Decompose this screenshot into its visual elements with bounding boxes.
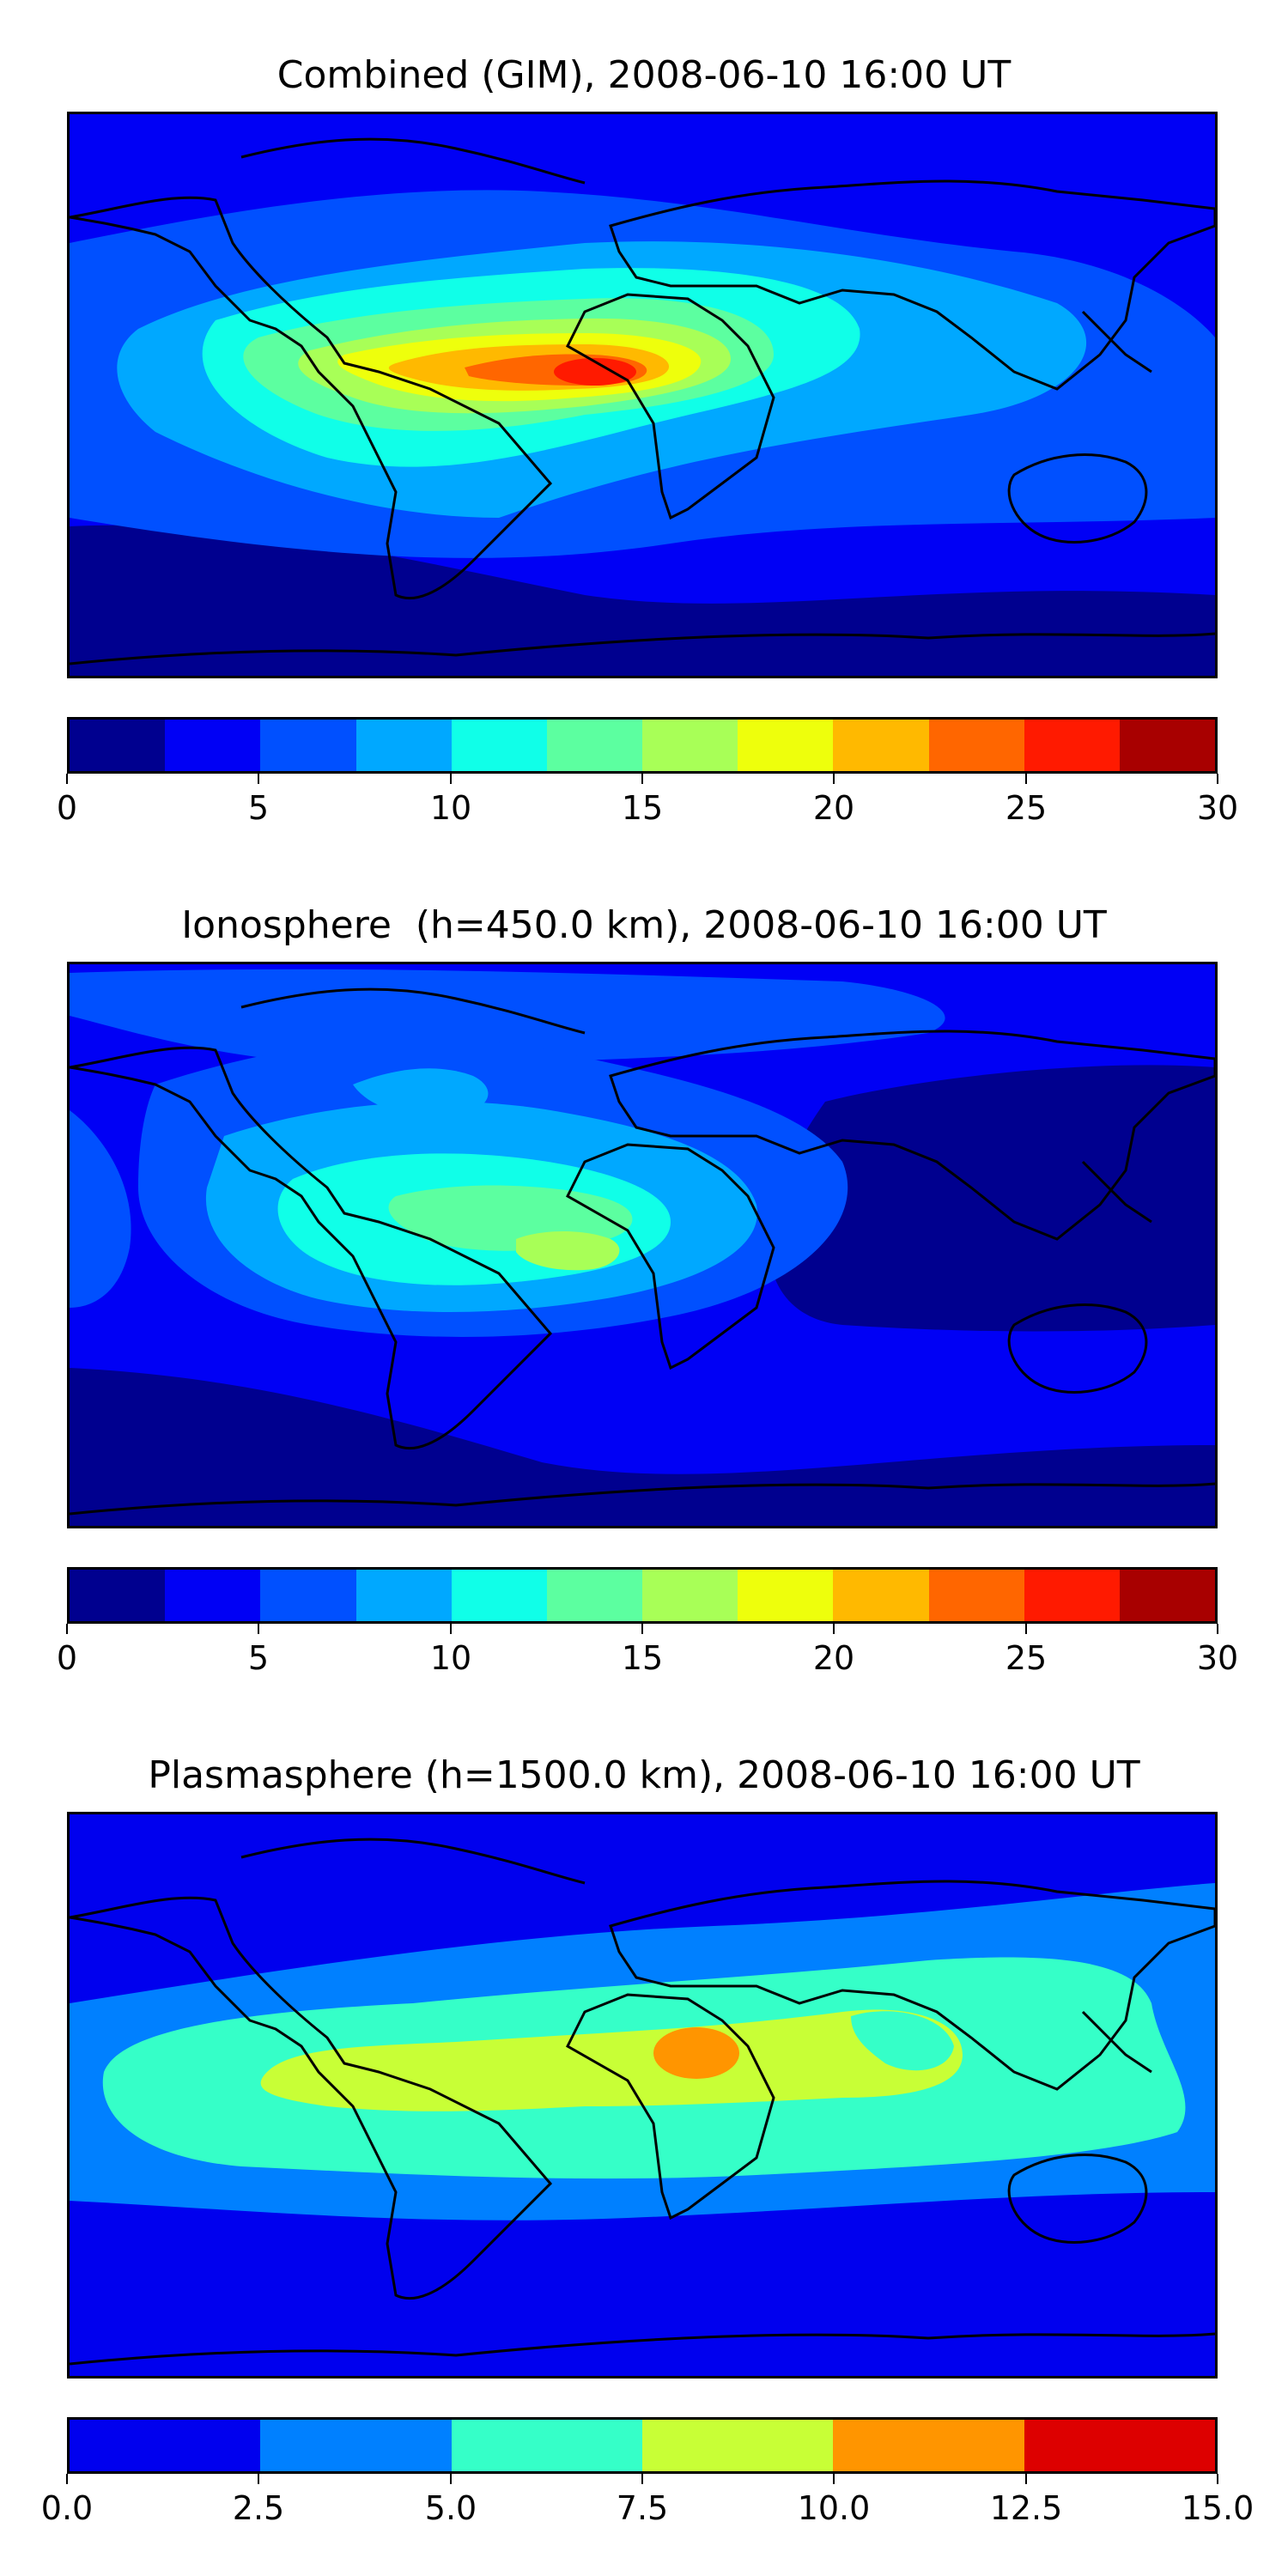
tick-mark bbox=[258, 774, 259, 784]
colorbar-segment bbox=[260, 720, 356, 771]
colorbar-segment bbox=[642, 1570, 738, 1621]
colorbar-ticks: 0 5 10 15 20 25 30 bbox=[57, 774, 1238, 827]
tick-mark bbox=[66, 774, 68, 784]
tick-label: 10.0 bbox=[797, 2489, 871, 2527]
tick-mark bbox=[1025, 774, 1027, 784]
tick-mark bbox=[1025, 1624, 1027, 1634]
colorbar-segment bbox=[260, 1570, 356, 1621]
colorbar-segment bbox=[70, 2420, 261, 2471]
tick-mark bbox=[641, 774, 643, 784]
tick-mark bbox=[1217, 774, 1218, 784]
colorbar-ticks: 0 5 10 15 20 25 30 bbox=[57, 1624, 1238, 1677]
colorbar-segment bbox=[928, 720, 1024, 771]
tick-mark bbox=[1217, 2474, 1218, 2484]
colorbar-segment bbox=[355, 1570, 452, 1621]
colorbar-segment bbox=[738, 720, 834, 771]
tick-mark bbox=[258, 2474, 259, 2484]
tick-label: 5 bbox=[247, 789, 270, 827]
tick-mark bbox=[450, 774, 452, 784]
tick-mark bbox=[258, 1624, 259, 1634]
tick-label: 10 bbox=[429, 1639, 472, 1677]
colorbar-ticks: 0.0 2.5 5.0 7.5 10.0 12.5 15.0 bbox=[41, 2474, 1254, 2527]
tick-label: 15 bbox=[621, 789, 664, 827]
colorbar-segment bbox=[642, 720, 738, 771]
colorbar-segment bbox=[833, 2420, 1024, 2471]
tick-label: 25 bbox=[1005, 789, 1048, 827]
tick-label: 5.0 bbox=[424, 2489, 477, 2527]
tick-mark bbox=[833, 1624, 835, 1634]
colorbar-segment bbox=[70, 720, 166, 771]
panel-title: Ionosphere (h=450.0 km), 2008-06-10 16:0… bbox=[181, 903, 1107, 947]
colorbar-segment bbox=[641, 2420, 834, 2471]
colorbar-ionosphere bbox=[67, 1567, 1218, 1624]
tick-mark bbox=[66, 2474, 68, 2484]
colorbar-segment bbox=[833, 720, 929, 771]
tick-label: 10 bbox=[429, 789, 472, 827]
tick-mark bbox=[1217, 1624, 1218, 1634]
tick-label: 25 bbox=[1005, 1639, 1048, 1677]
colorbar-segment bbox=[1119, 720, 1216, 771]
tick-label: 7.5 bbox=[616, 2489, 669, 2527]
tick-label: 0.0 bbox=[40, 2489, 94, 2527]
colorbar-segment bbox=[355, 720, 452, 771]
colorbar-segment bbox=[1024, 720, 1120, 771]
colorbar-plasmasphere bbox=[67, 2417, 1218, 2474]
colorbar-segment bbox=[1119, 1570, 1216, 1621]
tick-label: 0 bbox=[56, 1639, 78, 1677]
colorbar-segment bbox=[165, 1570, 261, 1621]
colorbar-segment bbox=[1024, 2420, 1215, 2471]
colorbar-segment bbox=[928, 1570, 1024, 1621]
tick-mark bbox=[450, 2474, 452, 2484]
colorbar-segment bbox=[451, 2420, 642, 2471]
colorbar-segment bbox=[833, 1570, 929, 1621]
tick-label: 20 bbox=[812, 1639, 855, 1677]
tick-label: 5 bbox=[247, 1639, 270, 1677]
tick-label: 30 bbox=[1196, 789, 1239, 827]
tick-label: 0 bbox=[56, 789, 78, 827]
colorbar-combined bbox=[67, 717, 1218, 774]
tick-mark bbox=[641, 2474, 643, 2484]
tick-label: 12.5 bbox=[989, 2489, 1063, 2527]
panel-title: Plasmasphere (h=1500.0 km), 2008-06-10 1… bbox=[148, 1753, 1140, 1797]
colorbar-segment bbox=[451, 720, 547, 771]
colorbar-segment bbox=[70, 1570, 166, 1621]
tick-mark bbox=[450, 1624, 452, 1634]
tick-mark bbox=[833, 774, 835, 784]
colorbar-segment bbox=[451, 1570, 547, 1621]
tick-mark bbox=[66, 1624, 68, 1634]
colorbar-segment bbox=[1024, 1570, 1120, 1621]
tick-mark bbox=[1025, 2474, 1027, 2484]
tick-label: 20 bbox=[812, 789, 855, 827]
tick-label: 2.5 bbox=[232, 2489, 285, 2527]
map-ionosphere bbox=[67, 962, 1218, 1528]
tick-label: 15 bbox=[621, 1639, 664, 1677]
map-combined bbox=[67, 112, 1218, 678]
map-plasmasphere bbox=[67, 1812, 1218, 2379]
panel-title: Combined (GIM), 2008-06-10 16:00 UT bbox=[276, 53, 1012, 97]
colorbar-segment bbox=[546, 1570, 643, 1621]
tick-label: 15.0 bbox=[1181, 2489, 1255, 2527]
colorbar-segment bbox=[260, 2420, 452, 2471]
colorbar-segment bbox=[165, 720, 261, 771]
tick-label: 30 bbox=[1196, 1639, 1239, 1677]
colorbar-segment bbox=[546, 720, 643, 771]
tick-mark bbox=[641, 1624, 643, 1634]
colorbar-segment bbox=[738, 1570, 834, 1621]
tick-mark bbox=[833, 2474, 835, 2484]
